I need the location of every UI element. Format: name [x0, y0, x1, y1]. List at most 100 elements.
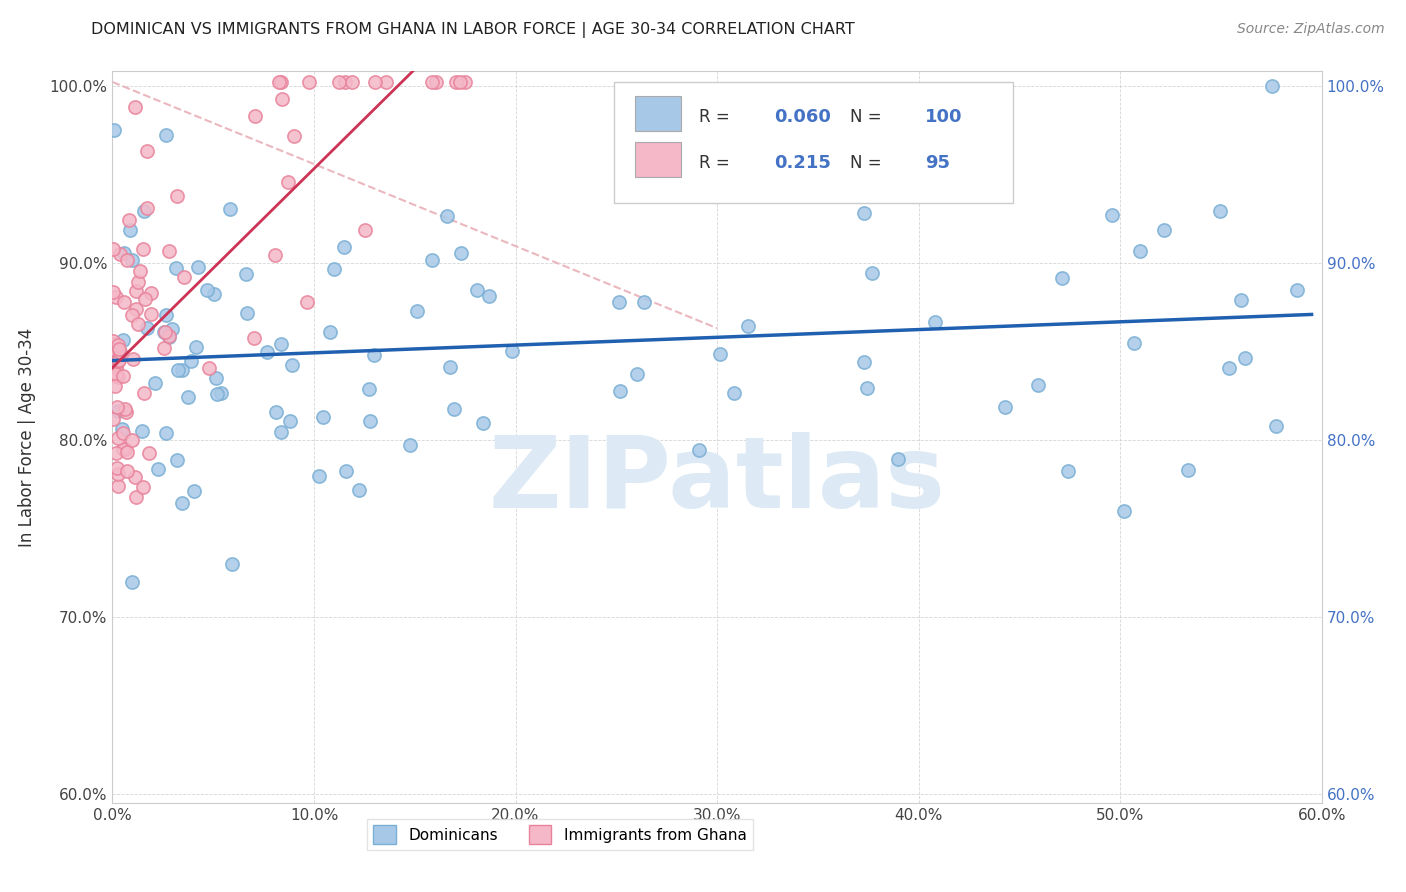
Point — [724, 139, 747, 153]
Point — [363, 348, 385, 362]
Point — [221, 557, 243, 571]
Point — [132, 242, 155, 256]
Point — [101, 337, 124, 351]
Point — [924, 315, 946, 329]
Point — [115, 464, 138, 478]
Text: 100: 100 — [925, 108, 963, 126]
Point — [172, 363, 194, 377]
Point — [160, 322, 183, 336]
Point — [114, 401, 136, 416]
Point — [235, 267, 257, 281]
Point — [111, 425, 134, 440]
Point — [120, 223, 142, 237]
Point — [104, 379, 127, 393]
Point — [108, 342, 131, 356]
Point — [319, 326, 342, 340]
Point — [167, 363, 190, 377]
Point — [132, 480, 155, 494]
Point — [335, 465, 357, 479]
Point — [264, 247, 287, 261]
Text: R =: R = — [699, 108, 735, 126]
Point — [103, 412, 125, 426]
Point — [256, 345, 278, 359]
Text: Source: ZipAtlas.com: Source: ZipAtlas.com — [1237, 22, 1385, 37]
Point — [138, 445, 160, 459]
Point — [103, 359, 125, 373]
Point — [609, 294, 631, 309]
Point — [104, 359, 127, 374]
Point — [1112, 503, 1135, 517]
Point — [103, 357, 125, 371]
Point — [195, 283, 218, 297]
Text: N =: N = — [851, 153, 887, 172]
Point — [723, 385, 745, 400]
Point — [450, 246, 472, 260]
Point — [166, 189, 188, 203]
Point — [157, 244, 180, 259]
Point — [399, 438, 422, 452]
Point — [243, 331, 266, 345]
Point — [420, 253, 443, 268]
Point — [205, 371, 228, 385]
Point — [439, 360, 461, 375]
Point — [311, 409, 333, 424]
Point — [298, 75, 321, 89]
Point — [1177, 463, 1199, 477]
Point — [103, 242, 125, 256]
Point — [125, 284, 148, 298]
Point — [121, 574, 143, 589]
Point — [117, 252, 139, 267]
Point — [353, 223, 375, 237]
Point — [633, 294, 655, 309]
Point — [121, 434, 143, 448]
Point — [107, 467, 129, 481]
Point — [1265, 418, 1288, 433]
Point — [108, 344, 131, 359]
Point — [340, 75, 363, 89]
Point — [852, 355, 875, 369]
Point — [1101, 209, 1123, 223]
Point — [1229, 293, 1251, 307]
Text: 0.060: 0.060 — [773, 108, 831, 126]
Point — [111, 333, 134, 347]
Point — [107, 404, 129, 418]
Point — [139, 285, 162, 300]
Point — [101, 352, 124, 367]
Point — [108, 246, 131, 260]
Y-axis label: In Labor Force | Age 30-34: In Labor Force | Age 30-34 — [18, 327, 35, 547]
Point — [115, 444, 138, 458]
Point — [105, 352, 128, 367]
Point — [105, 460, 128, 475]
Point — [118, 212, 141, 227]
Point — [332, 240, 354, 254]
Point — [444, 75, 467, 89]
Point — [166, 453, 188, 467]
Point — [406, 303, 429, 318]
Point — [107, 354, 129, 368]
Point — [1122, 336, 1144, 351]
Point — [269, 75, 291, 89]
Point — [281, 359, 304, 373]
Point — [270, 425, 292, 439]
Point — [688, 442, 710, 457]
Point — [135, 201, 157, 215]
Point — [103, 343, 125, 358]
Point — [107, 353, 129, 368]
Point — [359, 414, 381, 428]
Point — [155, 128, 177, 142]
Point — [157, 328, 180, 343]
Point — [112, 245, 135, 260]
Point — [183, 483, 205, 498]
Point — [308, 468, 330, 483]
Point — [121, 308, 143, 322]
Point — [103, 359, 125, 373]
Point — [105, 342, 128, 356]
Point — [443, 402, 465, 417]
Point — [1218, 360, 1240, 375]
Point — [979, 112, 1001, 127]
Point — [176, 390, 198, 404]
Point — [105, 368, 128, 382]
Point — [374, 75, 396, 89]
Point — [266, 405, 288, 419]
Point — [107, 400, 129, 414]
